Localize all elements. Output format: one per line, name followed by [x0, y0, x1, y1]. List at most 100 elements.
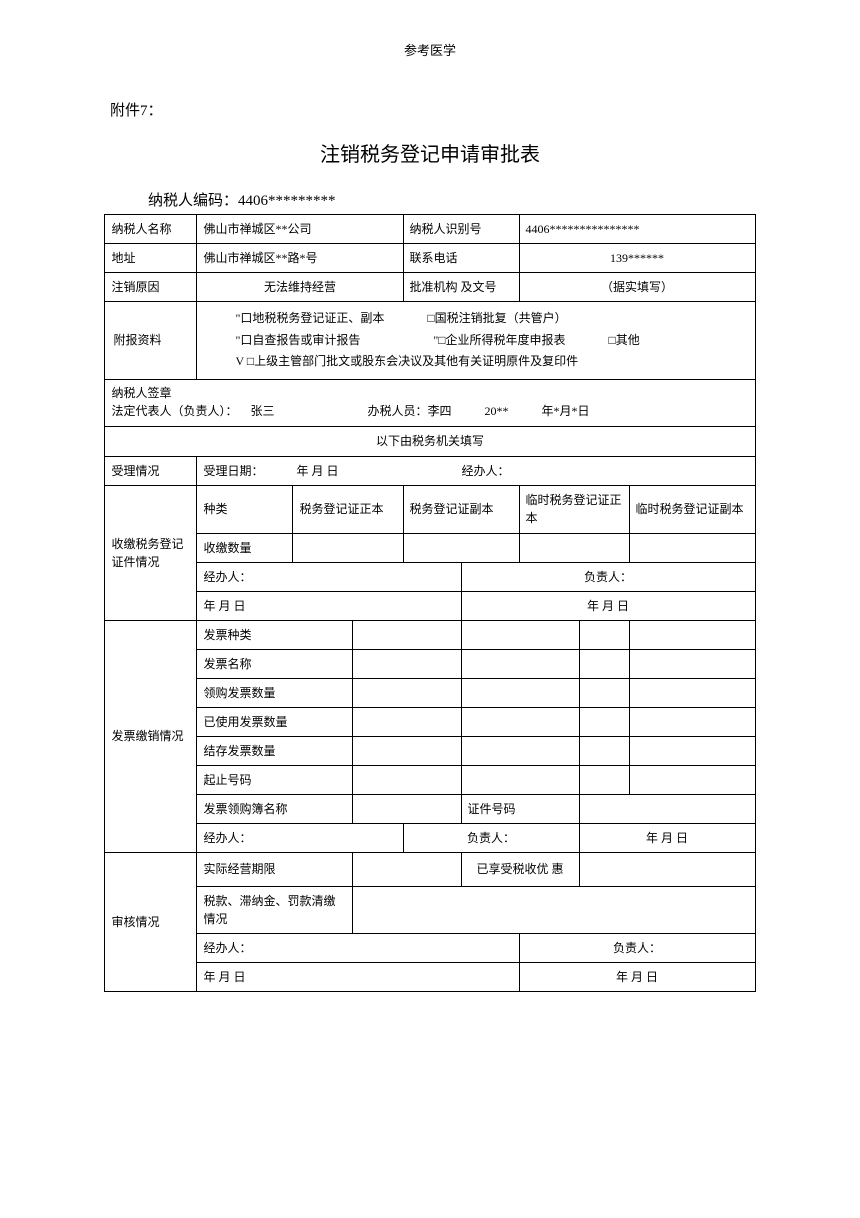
id-label: 纳税人识别号: [403, 215, 519, 244]
cert1: 税务登记证正本: [293, 485, 403, 533]
materials-row: 附报资料 "口地税税务登记证正、副本 □国税注销批复（共管户） "口自查报告或审…: [105, 302, 755, 380]
accept-handler-label: 经办人：: [462, 464, 510, 478]
invoice-type-row: 发票缴销情况 发票种类: [105, 620, 755, 649]
invoice-book-label: 发票领购簿名称: [197, 794, 353, 823]
invoice-used-label: 已使用发票数量: [197, 707, 353, 736]
accept-row: 受理情况 受理日期： 年 月 日 经办人：: [105, 456, 755, 485]
address-row: 地址 佛山市禅城区**路*号 联系电话 139******: [105, 244, 755, 273]
rep-label: 法定代表人（负责人）：: [111, 404, 237, 418]
cert-responsible: 负责人：: [461, 562, 755, 591]
materials-content: "口地税税务登记证正、副本 □国税注销批复（共管户） "口自查报告或审计报告 "…: [197, 302, 755, 380]
sig-year: 20**: [485, 404, 509, 418]
cert-date1: 年 月 日: [197, 591, 461, 620]
accept-label: 受理情况: [105, 456, 197, 485]
sig-date: 年*月*日: [542, 404, 590, 418]
materials-line3: V □上级主管部门批文或股东会决议及其他有关证明原件及复印件: [205, 351, 746, 373]
address-label: 地址: [105, 244, 197, 273]
invoice-date: 年 月 日: [579, 823, 755, 852]
signature-row: 纳税人签章 法定代表人（负责人）： 张三 办税人员：李四 20** 年*月*日: [105, 379, 755, 426]
review-handler-row: 经办人： 负责人：: [105, 933, 755, 962]
cert-handler: 经办人：: [197, 562, 461, 591]
cert-handler-row: 经办人： 负责人：: [105, 562, 755, 591]
tax-section-header: 以下由税务机关填写: [105, 426, 755, 456]
review-benefit-label: 已享受税收优 惠: [461, 852, 579, 886]
accept-content: 受理日期： 年 月 日 经办人：: [197, 456, 755, 485]
cert-section-label: 收缴税务登记证件情况: [105, 485, 197, 620]
invoice-sign-row: 经办人： 负责人： 年 月 日: [105, 823, 755, 852]
review-handler: 经办人：: [197, 933, 519, 962]
invoice-section-label: 发票缴销情况: [105, 620, 197, 852]
invoice-name-row: 发票名称: [105, 649, 755, 678]
cert-date2: 年 月 日: [461, 591, 755, 620]
review-clearance-row: 税款、滞纳金、罚款清缴情况: [105, 886, 755, 933]
invoice-certno-value: [579, 794, 755, 823]
qty-label: 收缴数量: [197, 533, 293, 562]
cert2: 税务登记证副本: [403, 485, 519, 533]
qty4: [629, 533, 755, 562]
invoice-buy-label: 领购发票数量: [197, 678, 353, 707]
name-label: 纳税人名称: [105, 215, 197, 244]
approval-label: 批准机构 及文号: [403, 273, 519, 302]
cert-qty-row: 收缴数量: [105, 533, 755, 562]
invoice-type-label: 发票种类: [197, 620, 353, 649]
taxpayer-name-row: 纳税人名称 佛山市禅城区**公司 纳税人识别号 4406************…: [105, 215, 755, 244]
invoice-type-v2: [461, 620, 579, 649]
review-date1: 年 月 日: [197, 962, 519, 991]
reason-row: 注销原因 无法维持经营 批准机构 及文号 （据实填写）: [105, 273, 755, 302]
rep-value: 张三: [250, 404, 274, 418]
materials-line2b: "□企业所得税年度申报表: [433, 333, 565, 347]
type-label: 种类: [197, 485, 293, 533]
cert-date-row: 年 月 日 年 月 日: [105, 591, 755, 620]
reason-value: 无法维持经营: [197, 273, 403, 302]
qty2: [403, 533, 519, 562]
invoice-start-row: 起止号码: [105, 765, 755, 794]
handler-value: 李四: [428, 404, 452, 418]
form-title: 注销税务登记申请审批表: [0, 138, 860, 167]
qty1: [293, 533, 403, 562]
invoice-certno-label: 证件号码: [461, 794, 579, 823]
reason-label: 注销原因: [105, 273, 197, 302]
handler-label: 办税人员：: [368, 404, 428, 418]
materials-label: 附报资料: [105, 302, 197, 380]
review-benefit-value: [579, 852, 755, 886]
signature-label: 纳税人签章: [111, 384, 748, 402]
address-value: 佛山市禅城区**路*号: [197, 244, 403, 273]
review-period-label: 实际经营期限: [197, 852, 353, 886]
invoice-used-row: 已使用发票数量: [105, 707, 755, 736]
phone-label: 联系电话: [403, 244, 519, 273]
review-clearance-label: 税款、滞纳金、罚款清缴情况: [197, 886, 353, 933]
materials-line1b: □国税注销批复（共管户）: [427, 311, 566, 325]
tax-section-header-row: 以下由税务机关填写: [105, 426, 755, 456]
page-watermark: 参考医学: [0, 40, 860, 59]
materials-line2a: "口自查报告或审计报告: [235, 333, 360, 347]
review-period-row: 审核情况 实际经营期限 已享受税收优 惠: [105, 852, 755, 886]
invoice-responsible: 负责人：: [403, 823, 579, 852]
taxpayer-code-label: 纳税人编码：: [148, 193, 238, 209]
review-responsible: 负责人：: [519, 933, 755, 962]
materials-line1a: "口地税税务登记证正、副本: [235, 311, 384, 325]
invoice-name-label: 发票名称: [197, 649, 353, 678]
taxpayer-code-row: 纳税人编码：4406*********: [148, 189, 860, 210]
invoice-type-v3: [579, 620, 629, 649]
cert-type-row: 收缴税务登记证件情况 种类 税务登记证正本 税务登记证副本 临时税务登记证正本 …: [105, 485, 755, 533]
id-value: 4406***************: [519, 215, 755, 244]
approval-value: （据实填写）: [519, 273, 755, 302]
review-date-row: 年 月 日 年 月 日: [105, 962, 755, 991]
invoice-book-row: 发票领购簿名称 证件号码: [105, 794, 755, 823]
invoice-start-label: 起止号码: [197, 765, 353, 794]
review-date2: 年 月 日: [519, 962, 755, 991]
qty3: [519, 533, 629, 562]
cert3: 临时税务登记证正本: [519, 485, 629, 533]
phone-value: 139******: [519, 244, 755, 273]
invoice-type-v1: [353, 620, 461, 649]
invoice-book-value: [353, 794, 461, 823]
invoice-type-v4: [629, 620, 755, 649]
review-section-label: 审核情况: [105, 852, 197, 991]
invoice-stock-label: 结存发票数量: [197, 736, 353, 765]
invoice-stock-row: 结存发票数量: [105, 736, 755, 765]
name-value: 佛山市禅城区**公司: [197, 215, 403, 244]
materials-line2c: □其他: [609, 333, 640, 347]
review-clearance-value: [353, 886, 755, 933]
invoice-handler: 经办人：: [197, 823, 403, 852]
invoice-buy-row: 领购发票数量: [105, 678, 755, 707]
